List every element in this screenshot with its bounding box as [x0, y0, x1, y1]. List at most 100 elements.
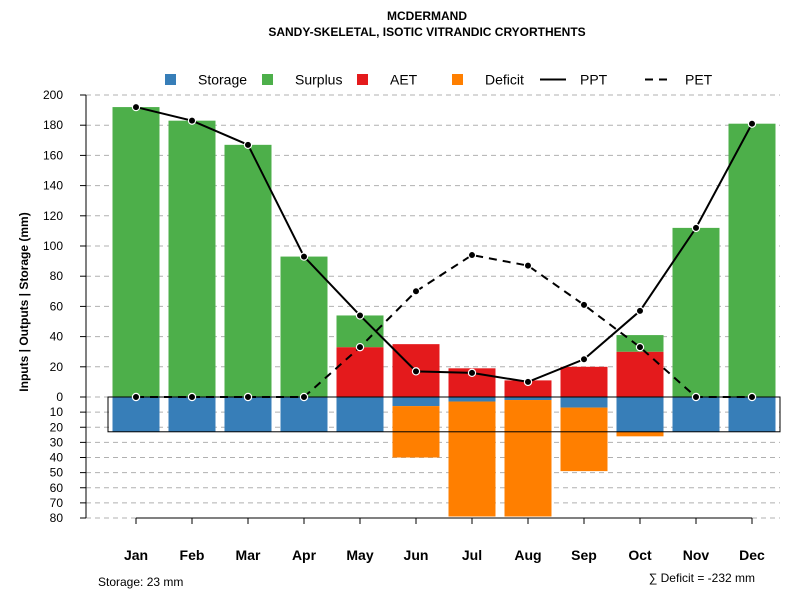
x-tick-label: Apr — [292, 547, 317, 563]
x-tick-label: Oct — [628, 547, 652, 563]
y-tick-label: 10 — [50, 405, 64, 419]
storage-bar — [336, 397, 384, 432]
storage-bar — [448, 397, 496, 402]
y-tick-label: 80 — [50, 511, 64, 525]
y-tick-label: 80 — [50, 269, 64, 283]
deficit-bar — [448, 401, 496, 517]
storage-bar — [112, 397, 160, 432]
storage-bar — [672, 397, 720, 432]
pet-point — [299, 392, 309, 402]
deficit-bar — [560, 407, 608, 472]
legend-ppt-label: PPT — [580, 72, 608, 88]
x-tick-label: Jan — [124, 547, 148, 563]
pet-line — [136, 254, 752, 398]
y-tick-label: 100 — [43, 239, 63, 253]
x-tick-label: Jun — [404, 547, 429, 563]
storage-bar — [728, 397, 776, 432]
x-tick-label: May — [346, 547, 373, 563]
x-tick-label: Nov — [683, 547, 710, 563]
line-layer — [131, 102, 757, 402]
surplus-bar — [672, 227, 720, 397]
y-axis-label: Inputs | Outputs | Storage (mm) — [17, 212, 31, 391]
surplus-bar — [168, 120, 216, 398]
legend-pet-label: PET — [685, 72, 713, 88]
pet-point — [747, 392, 757, 402]
ppt-point — [131, 102, 141, 112]
deficit-bar — [616, 431, 664, 437]
aet-bar — [336, 347, 384, 397]
legend-surplus-label: Surplus — [295, 72, 342, 88]
storage-bar — [280, 397, 328, 432]
x-tick-label: Mar — [236, 547, 261, 563]
y-tick-label: 50 — [50, 466, 64, 480]
legend-aet-swatch — [357, 74, 368, 85]
aet-bar — [560, 366, 608, 397]
y-tick-label: 140 — [43, 179, 63, 193]
pet-point — [467, 250, 477, 260]
y-tick-label: 120 — [43, 209, 63, 223]
ppt-point — [355, 311, 365, 320]
pet-point — [523, 261, 533, 270]
pet-point — [131, 392, 141, 402]
y-tick-label: 40 — [50, 451, 64, 465]
legend-surplus-swatch — [262, 74, 273, 85]
ppt-point — [299, 252, 309, 261]
storage-bar — [168, 397, 216, 432]
y-tick-label: 200 — [43, 88, 63, 102]
pet-point — [579, 300, 589, 310]
storage-bar — [560, 397, 608, 408]
y-tick-label: 160 — [43, 148, 63, 162]
x-tick-label: Aug — [514, 547, 541, 563]
y-tick-label: 20 — [50, 420, 64, 434]
chart-subtitle: SANDY-SKELETAL, ISOTIC VITRANDIC CRYORTH… — [268, 25, 585, 39]
bar-layer — [107, 107, 781, 517]
legend-deficit-label: Deficit — [485, 72, 524, 88]
storage-footer: Storage: 23 mm — [98, 575, 183, 589]
ppt-point — [747, 119, 757, 128]
pet-point — [635, 342, 645, 352]
pet-point — [691, 392, 701, 402]
ppt-point — [579, 355, 589, 364]
storage-capacity-box — [107, 396, 781, 433]
deficit-bar — [504, 400, 552, 517]
pet-point — [243, 392, 253, 402]
ppt-point — [691, 223, 701, 233]
surplus-bar — [224, 144, 272, 397]
storage-bar — [504, 397, 552, 401]
legend-aet-label: AET — [390, 72, 418, 88]
ppt-point — [187, 116, 197, 125]
ppt-line — [135, 106, 753, 383]
surplus-bar — [112, 107, 160, 397]
pet-point — [355, 342, 365, 352]
pet-point — [187, 392, 197, 402]
x-tick-label: Jul — [462, 547, 482, 563]
storage-bar — [224, 397, 272, 432]
surplus-bar — [280, 256, 328, 397]
y-tick-label: 40 — [50, 330, 64, 344]
y-tick-label: 30 — [50, 435, 64, 449]
aet-bar — [504, 380, 552, 397]
y-tick-label: 180 — [43, 118, 63, 132]
y-tick-label: 0 — [56, 390, 63, 404]
ppt-point — [523, 377, 533, 387]
ppt-point — [411, 367, 421, 376]
y-tick-label: 60 — [50, 299, 64, 313]
aet-bar — [616, 351, 664, 397]
legend-storage-label: Storage — [198, 72, 247, 88]
legend-deficit-swatch — [452, 74, 463, 85]
pet-point — [411, 287, 421, 296]
y-tick-label: 20 — [50, 360, 64, 374]
x-tick-label: Dec — [739, 547, 765, 563]
ppt-point — [467, 368, 477, 378]
surplus-bar — [728, 123, 776, 397]
chart-title: MCDERMAND — [387, 9, 467, 23]
y-tick-label: 60 — [50, 481, 64, 495]
x-tick-label: Feb — [180, 547, 205, 563]
storage-bar — [392, 397, 440, 407]
ppt-point — [243, 140, 253, 150]
chart-legend: Storage Surplus AET Deficit PPT PET — [165, 72, 713, 88]
ppt-point — [635, 306, 645, 316]
deficit-footer: ∑ Deficit = -232 mm — [649, 571, 755, 585]
y-tick-label: 70 — [50, 496, 64, 510]
